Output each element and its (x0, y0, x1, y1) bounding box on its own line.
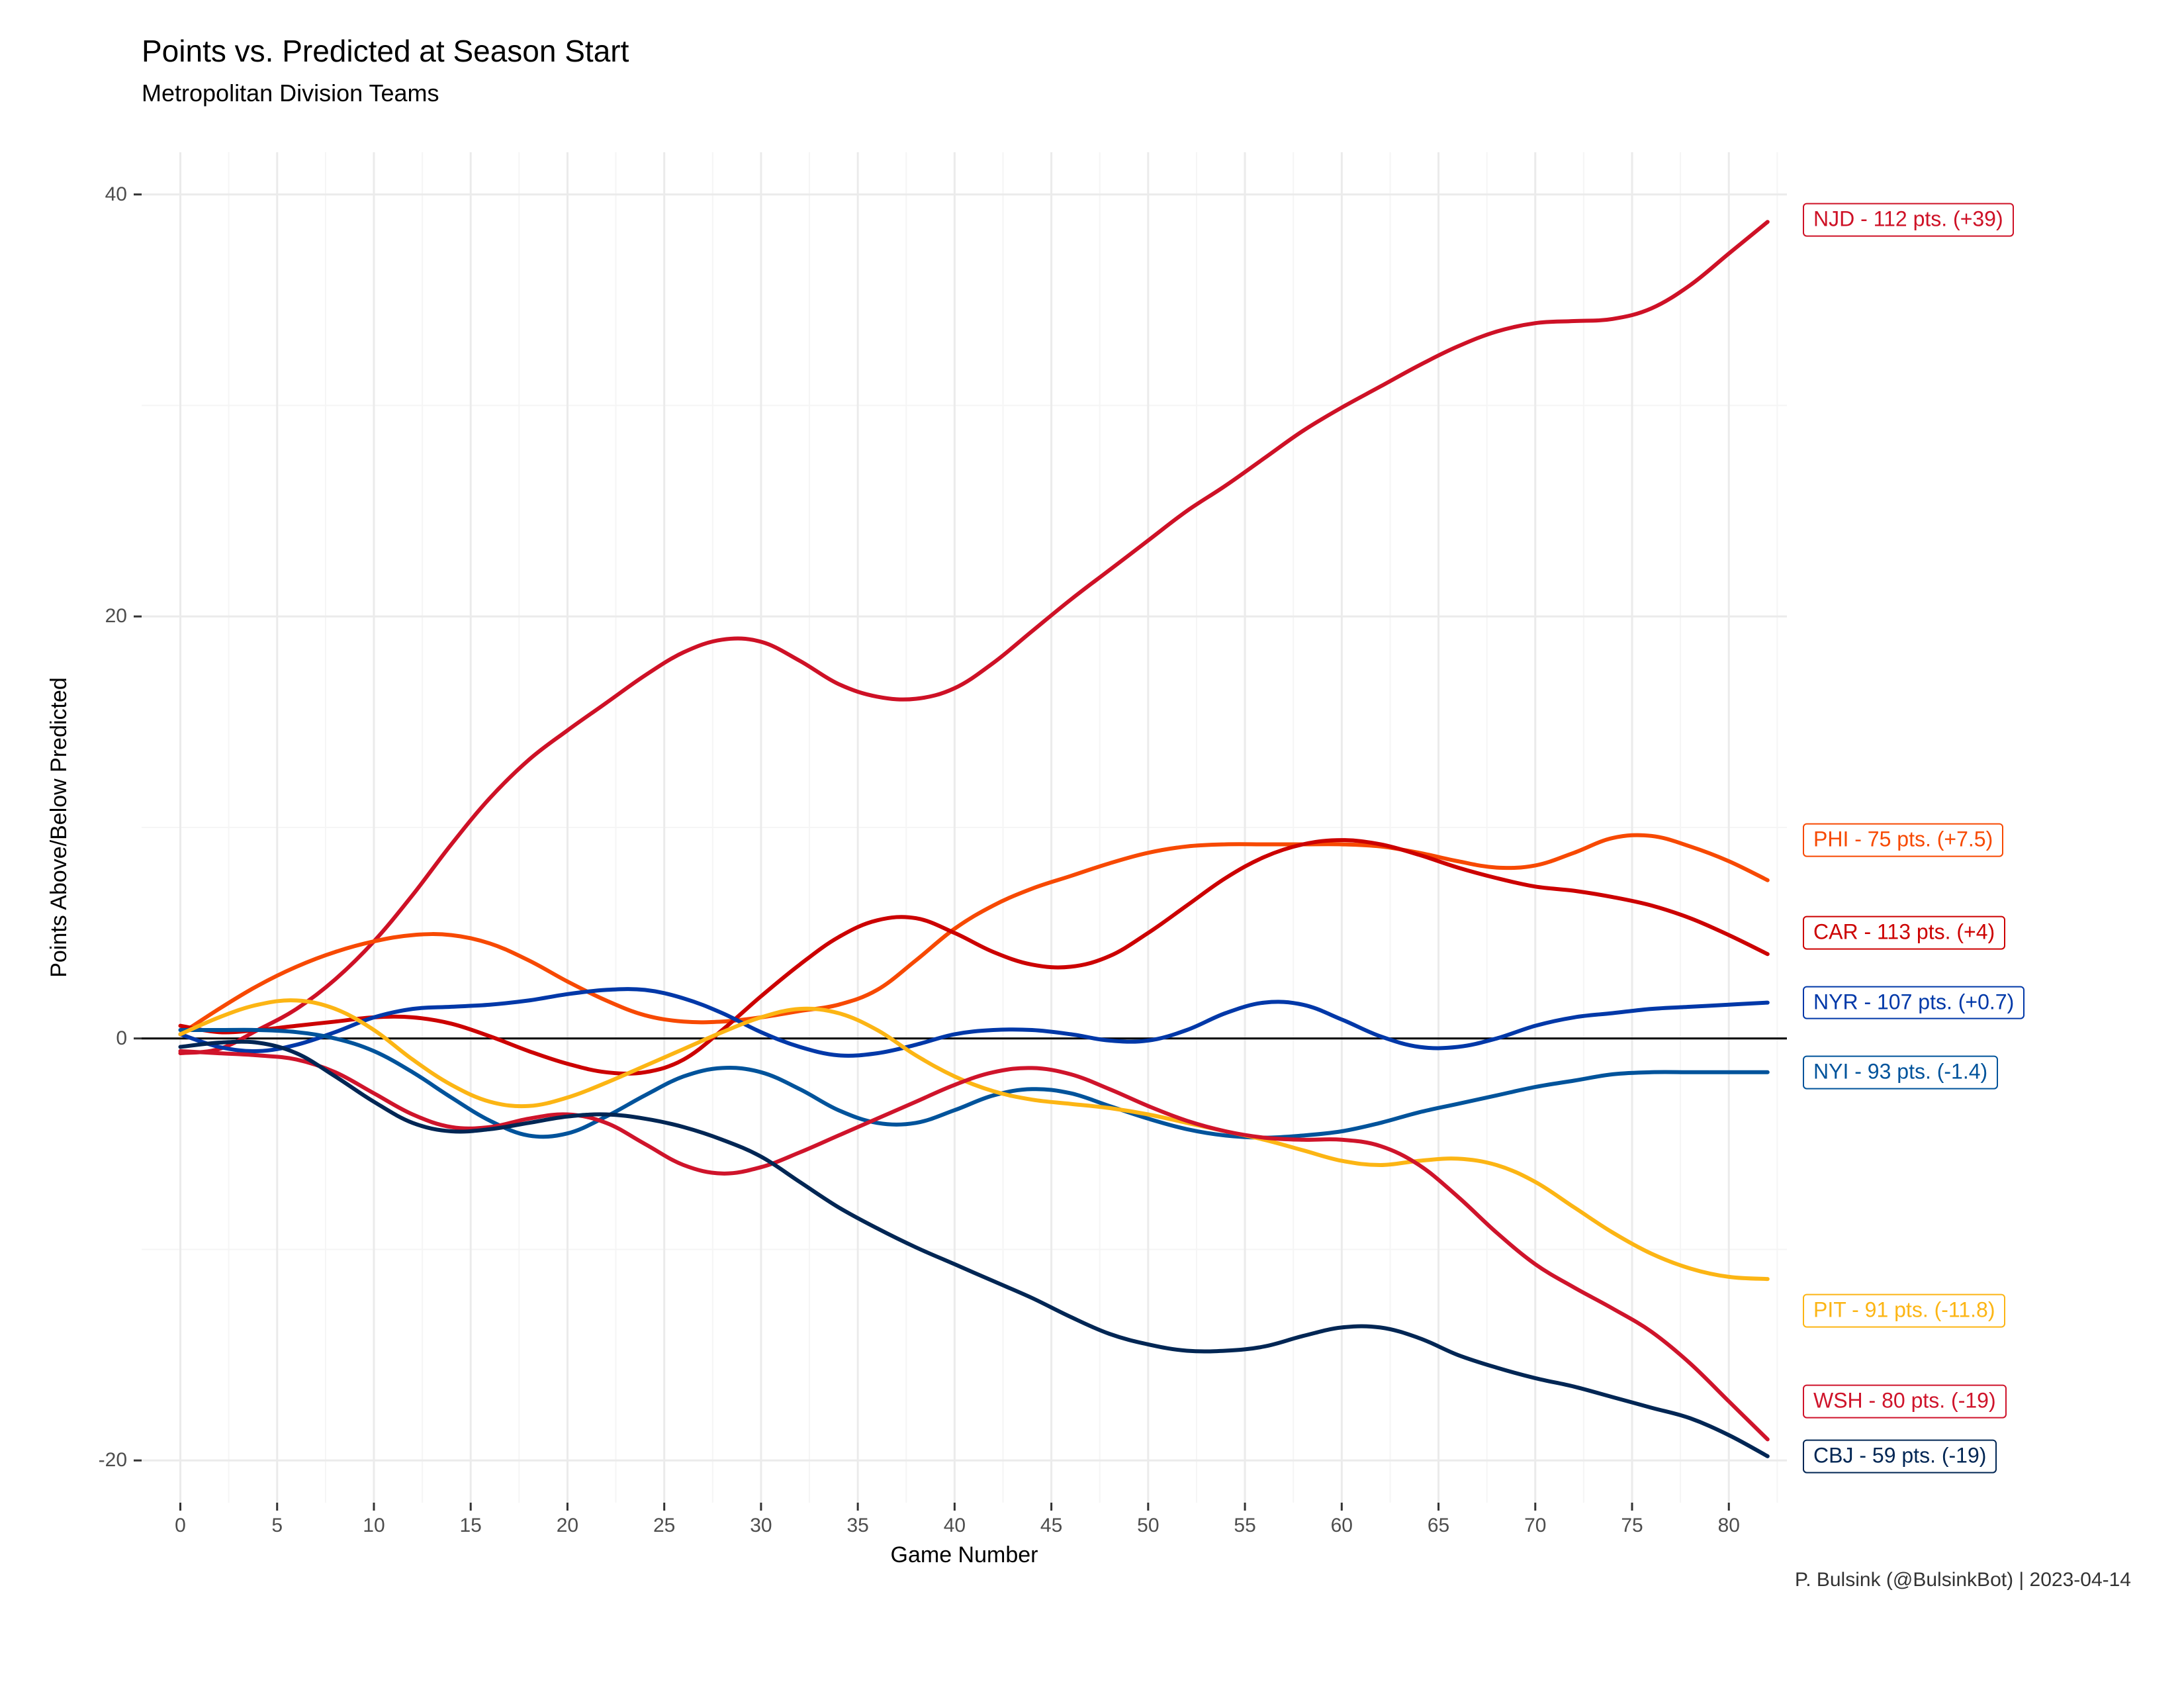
legend-label-njd: NJD - 112 pts. (+39) (1803, 203, 2014, 237)
x-tick-label: 80 (1718, 1515, 1740, 1537)
legend-label-car: CAR - 113 pts. (+4) (1803, 916, 2005, 950)
x-tick-label: 0 (175, 1515, 186, 1537)
chart-subtitle: Metropolitan Division Teams (142, 79, 439, 107)
x-tick-label: 10 (363, 1515, 385, 1537)
x-tick-label: 15 (460, 1515, 482, 1537)
x-tick-label: 60 (1331, 1515, 1353, 1537)
x-tick-label: 65 (1428, 1515, 1449, 1537)
x-tick-label: 35 (846, 1515, 868, 1537)
legend-label-phi: PHI - 75 pts. (+7.5) (1803, 823, 2003, 857)
y-axis-label: Points Above/Below Predicted (46, 677, 72, 978)
chart-title: Points vs. Predicted at Season Start (142, 33, 629, 69)
x-tick-label: 70 (1524, 1515, 1546, 1537)
y-tick-label: -20 (99, 1449, 127, 1472)
legend-label-wsh: WSH - 80 pts. (-19) (1803, 1385, 2007, 1419)
x-tick-label: 20 (557, 1515, 578, 1537)
x-axis-label: Game Number (891, 1542, 1038, 1568)
x-tick-label: 75 (1621, 1515, 1643, 1537)
y-tick-label: 0 (116, 1027, 127, 1050)
y-tick-label: 40 (105, 183, 127, 206)
x-tick-label: 45 (1040, 1515, 1062, 1537)
x-tick-label: 40 (944, 1515, 966, 1537)
chart-caption: P. Bulsink (@BulsinkBot) | 2023-04-14 (1795, 1569, 2131, 1591)
y-tick-label: 20 (105, 605, 127, 628)
legend-label-pit: PIT - 91 pts. (-11.8) (1803, 1294, 2005, 1328)
x-tick-label: 5 (271, 1515, 283, 1537)
legend-label-cbj: CBJ - 59 pts. (-19) (1803, 1439, 1997, 1473)
x-tick-label: 30 (750, 1515, 772, 1537)
x-tick-label: 55 (1234, 1515, 1255, 1537)
legend-label-nyr: NYR - 107 pts. (+0.7) (1803, 986, 2025, 1019)
legend-label-nyi: NYI - 93 pts. (-1.4) (1803, 1055, 1998, 1089)
x-tick-label: 25 (653, 1515, 675, 1537)
chart-frame: Points vs. Predicted at Season Start Met… (0, 0, 2184, 1688)
x-tick-label: 50 (1137, 1515, 1159, 1537)
